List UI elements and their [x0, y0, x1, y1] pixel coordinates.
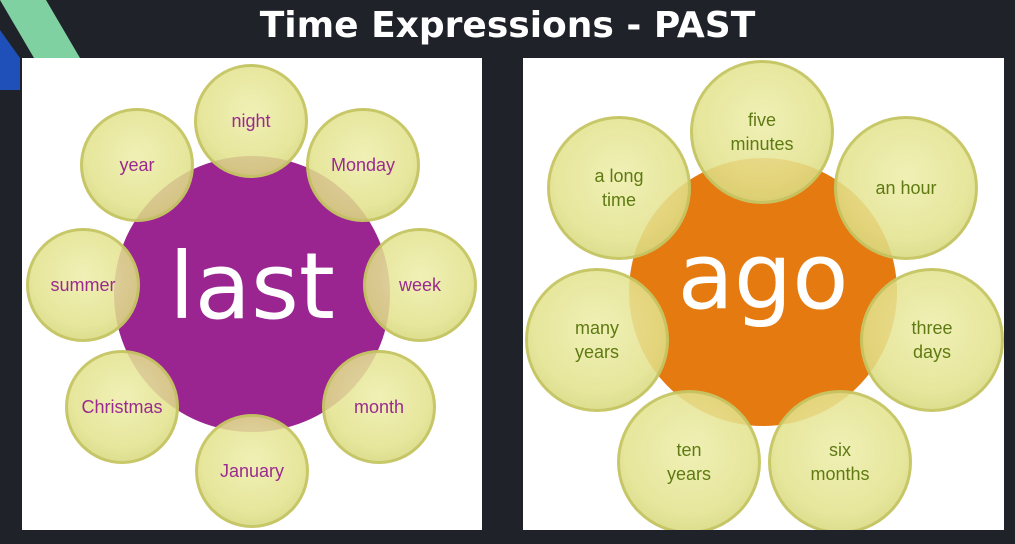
last-bubble-label: January	[219, 461, 285, 481]
ago-bubble-label: an hour	[875, 178, 937, 198]
last-bubble-label: night	[231, 111, 271, 131]
ago-bubble-label: a long time	[594, 166, 644, 210]
last-bubble-label: summer	[50, 275, 116, 295]
last-diagram-panel: last night Monday week month January Chr…	[22, 58, 482, 530]
last-bubble-christmas: Christmas	[65, 350, 179, 464]
logo-corner-icon	[0, 0, 80, 90]
ago-bubble-label: many years	[574, 318, 619, 362]
last-bubble-night: night	[194, 64, 308, 178]
ago-bubble-label: six months	[810, 440, 870, 484]
last-bubble-label: Monday	[330, 155, 396, 175]
ago-bubble-label: three days	[911, 318, 953, 362]
last-bubble-label: month	[353, 397, 405, 417]
last-bubble-label: year	[119, 155, 155, 175]
ago-bubble-a-long-time: a long time	[547, 116, 691, 260]
last-bubble-monday: Monday	[306, 108, 420, 222]
ago-diagram-panel: ago five minutes an hour three days six …	[523, 58, 1004, 530]
ago-bubble-label: five minutes	[730, 110, 794, 154]
ago-bubble-many-years: many years	[525, 268, 669, 412]
ago-bubble-five-minutes: five minutes	[690, 60, 834, 204]
last-bubble-week: week	[363, 228, 477, 342]
ago-bubble-ten-years: ten years	[617, 390, 761, 530]
ago-bubble-three-days: three days	[860, 268, 1004, 412]
ago-bubble-six-months: six months	[768, 390, 912, 530]
page-title: Time Expressions - PAST	[259, 5, 756, 46]
last-bubble-month: month	[322, 350, 436, 464]
last-bubble-year: year	[80, 108, 194, 222]
ago-bubble-an-hour: an hour	[834, 116, 978, 260]
last-bubble-label: Christmas	[81, 397, 163, 417]
last-hub-word: last	[169, 233, 335, 340]
ago-bubble-label: ten years	[666, 440, 711, 484]
last-bubble-label: week	[398, 275, 442, 295]
ago-hub-word: ago	[677, 223, 849, 330]
last-bubble-summer: summer	[26, 228, 140, 342]
last-bubble-january: January	[195, 414, 309, 528]
